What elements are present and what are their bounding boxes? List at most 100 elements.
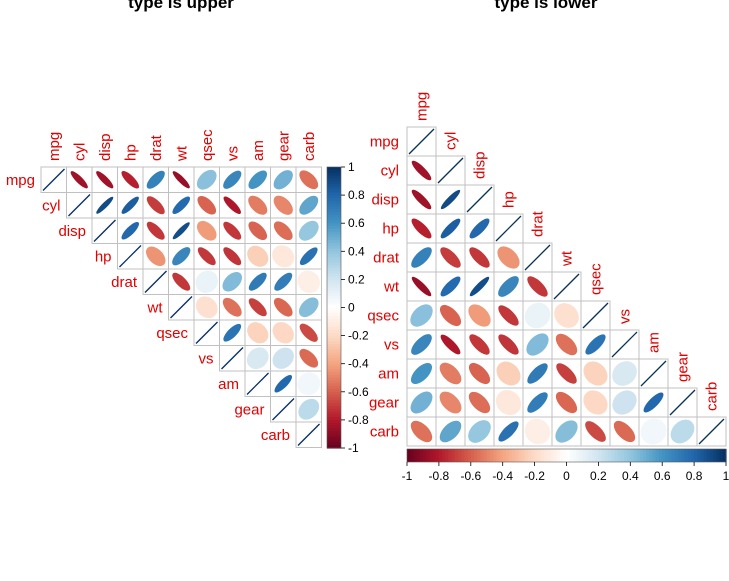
diag-mark-mpg: [408, 128, 435, 155]
diag-mark-qsec: [582, 302, 609, 329]
colorbar-segment: [438, 449, 443, 462]
ellipse-am-wt: [556, 363, 577, 384]
colorbar-segment: [534, 449, 539, 462]
colorbar-segment: [327, 228, 341, 233]
colorbar-segment: [327, 211, 341, 216]
ellipse-cyl-drat: [146, 196, 165, 215]
colorbar-segment: [719, 449, 724, 462]
colorbar-segment: [327, 220, 341, 224]
colorbar-segment: [327, 425, 341, 429]
colorbar-tick-label: 0.4: [348, 244, 365, 258]
colorbar-segment: [327, 293, 341, 297]
colorbar-segment: [623, 449, 628, 462]
colorbar-segment: [327, 237, 341, 241]
colorbar-segment: [486, 449, 491, 462]
colorbar-segment: [649, 449, 654, 462]
colorbar-segment: [531, 449, 536, 462]
colorbar-segment: [518, 449, 523, 462]
ellipse-gear-drat: [527, 392, 548, 413]
colorbar-tick-label: 0: [348, 301, 355, 315]
colorbar-segment: [327, 422, 341, 427]
col-label-am: am: [250, 140, 267, 161]
colorbar-segment: [512, 449, 517, 462]
colorbar-segment: [579, 449, 584, 462]
colorbar-segment: [327, 355, 341, 359]
colorbar-segment: [327, 341, 341, 345]
colorbar-segment: [327, 189, 341, 193]
colorbar-segment: [413, 449, 418, 462]
ellipse-hp-am: [247, 245, 269, 267]
colorbar-segment: [327, 273, 341, 278]
colorbar-segment: [327, 349, 341, 354]
ellipse-hp-cyl: [440, 218, 461, 239]
ellipse-cyl-mpg: [411, 160, 432, 181]
col-label-qsec: qsec: [199, 129, 216, 161]
colorbar-segment: [327, 259, 341, 264]
colorbar-segment: [327, 231, 341, 236]
colorbar-segment: [327, 265, 341, 269]
ellipse-am-drat: [527, 363, 548, 384]
ellipse-mpg-cyl: [70, 171, 88, 189]
colorbar-segment: [407, 449, 411, 462]
ellipse-cyl-hp: [121, 196, 139, 214]
diag-mark-gear: [669, 389, 696, 416]
colorbar-segment: [604, 449, 609, 462]
ellipse-qsec-am: [247, 322, 269, 344]
colorbar-segment: [327, 397, 341, 401]
ellipse-disp-drat: [146, 221, 165, 240]
colorbar-segment: [327, 268, 341, 272]
colorbar-segment: [588, 449, 593, 462]
diag-mark-vs: [221, 347, 244, 370]
colorbar-segment: [630, 449, 635, 462]
row-label-gear: gear: [369, 395, 399, 412]
colorbar-segment: [473, 449, 478, 462]
ellipse-gear-cyl: [439, 391, 462, 414]
col-label-carb: carb: [301, 132, 318, 161]
ellipse-mpg-drat: [146, 170, 165, 189]
colorbar-tick-label: 0.6: [654, 469, 671, 483]
colorbar-segment: [327, 419, 341, 424]
colorbar-segment: [327, 338, 341, 342]
colorbar-segment: [467, 449, 472, 462]
colorbar-tick-label: -1: [348, 441, 359, 455]
colorbar-segment: [687, 449, 692, 462]
ellipse-disp-carb: [298, 220, 319, 241]
colorbar-segment: [327, 181, 341, 185]
colorbar-segment: [617, 449, 622, 462]
diag-mark-cyl: [437, 157, 464, 184]
colorbar-segment: [327, 445, 341, 449]
ellipse-disp-hp: [121, 221, 140, 240]
ellipse-hp-disp: [469, 218, 490, 239]
row-label-am: am: [218, 376, 239, 393]
diag-mark-cyl: [68, 194, 91, 217]
row-label-drat: drat: [373, 250, 400, 267]
ellipse-cyl-disp: [96, 196, 114, 214]
colorbar-segment: [525, 449, 529, 462]
colorbar-tick-label: -0.8: [429, 469, 450, 483]
colorbar-segment: [659, 449, 663, 462]
colorbar-segment: [544, 449, 548, 462]
colorbar-segment: [528, 449, 533, 462]
colorbar-segment: [327, 310, 341, 314]
col-label-drat: drat: [148, 134, 165, 161]
colorbar-segment: [327, 344, 341, 348]
colorbar-segment: [566, 449, 571, 462]
row-label-disp: disp: [58, 223, 86, 240]
colorbar-segment: [327, 251, 341, 255]
colorbar-segment: [327, 383, 341, 387]
ellipse-carb-gear: [670, 419, 695, 444]
diag-mark-carb: [698, 418, 725, 445]
colorbar-segment: [327, 248, 341, 252]
colorbar-segment: [553, 449, 558, 462]
row-label-hp: hp: [95, 248, 112, 265]
colorbar-segment: [592, 449, 596, 462]
colorbar-segment: [569, 449, 574, 462]
colorbar-segment: [327, 360, 341, 365]
colorbar-segment: [327, 394, 341, 399]
colorbar-tick-label: 0.8: [348, 188, 365, 202]
colorbar-segment: [327, 167, 341, 171]
colorbar-segment: [722, 449, 727, 462]
colorbar-segment: [509, 449, 513, 462]
ellipse-cyl-am: [248, 195, 268, 215]
colorbar-segment: [327, 226, 341, 230]
